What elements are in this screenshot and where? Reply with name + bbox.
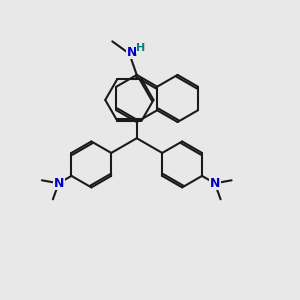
Text: N: N <box>127 46 137 59</box>
Text: N: N <box>210 177 220 190</box>
Text: H: H <box>136 44 145 53</box>
Text: N: N <box>53 177 64 190</box>
